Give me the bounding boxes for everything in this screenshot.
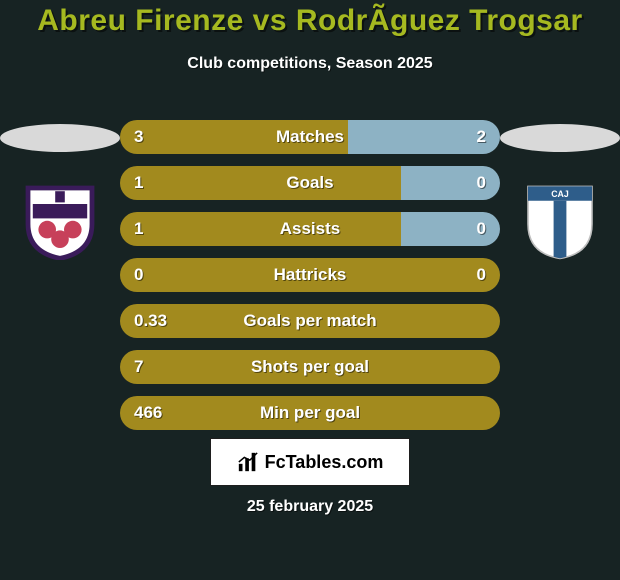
club-crest-right: CAJ: [520, 180, 600, 260]
stat-fill: [120, 258, 500, 292]
date-text: 25 february 2025: [0, 498, 620, 516]
stat-value-left: 1: [134, 166, 143, 200]
subtitle: Club competitions, Season 2025: [0, 55, 620, 73]
stat-value-right: 0: [477, 258, 486, 292]
stat-value-right: 0: [477, 212, 486, 246]
stat-row: 466Min per goal: [120, 396, 500, 430]
stat-row: 7Shots per goal: [120, 350, 500, 384]
stat-value-left: 7: [134, 350, 143, 384]
stat-value-left: 3: [134, 120, 143, 154]
stat-row: 32Matches: [120, 120, 500, 154]
stat-row: 00Hattricks: [120, 258, 500, 292]
stat-fill-left: [120, 350, 500, 384]
site-logo-text: FcTables.com: [265, 452, 384, 473]
player-shadow-right: [500, 124, 620, 152]
shield-icon: CAJ: [520, 180, 600, 260]
stat-value-left: 1: [134, 212, 143, 246]
player-shadow-left: [0, 124, 120, 152]
stat-value-right: 2: [477, 120, 486, 154]
stats-container: 32Matches10Goals10Assists00Hattricks0.33…: [110, 120, 510, 442]
stat-fill-left: [120, 212, 401, 246]
club-crest-left: [20, 180, 100, 260]
page-title: Abreu Firenze vs RodrÃ­guez Trogsar: [0, 4, 620, 37]
stat-value-left: 0: [134, 258, 143, 292]
shield-icon: [20, 180, 100, 260]
stat-fill-left: [120, 304, 500, 338]
stat-fill-left: [120, 120, 348, 154]
stat-fill-left: [120, 166, 401, 200]
stat-row: 0.33Goals per match: [120, 304, 500, 338]
bar-chart-icon: [237, 451, 259, 473]
svg-text:CAJ: CAJ: [551, 189, 569, 199]
stat-fill-left: [120, 396, 500, 430]
stat-row: 10Assists: [120, 212, 500, 246]
site-logo: FcTables.com: [210, 438, 410, 486]
stat-value-left: 0.33: [134, 304, 167, 338]
stat-row: 10Goals: [120, 166, 500, 200]
stat-value-left: 466: [134, 396, 162, 430]
comparison-infographic: Abreu Firenze vs RodrÃ­guez Trogsar Club…: [0, 0, 620, 580]
stat-value-right: 0: [477, 166, 486, 200]
